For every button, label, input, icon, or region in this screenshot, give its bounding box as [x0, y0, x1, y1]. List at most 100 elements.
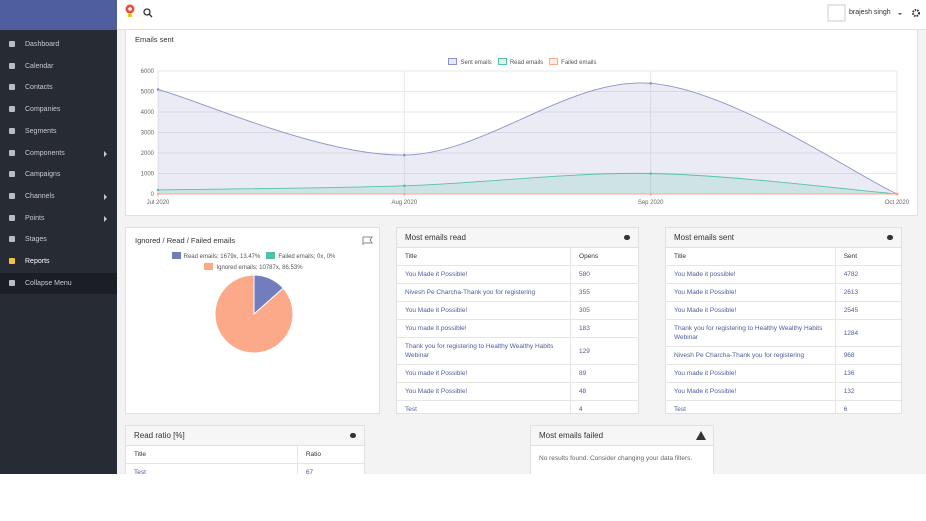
column-header: Sent	[834, 248, 901, 266]
email-title[interactable]: You Made it Possible!	[666, 283, 836, 302]
table-row: Test 6	[666, 400, 901, 413]
table-row: You Made it Possible! 305	[397, 301, 638, 320]
point	[156, 188, 160, 192]
y-tick-label: 0	[151, 192, 155, 198]
menu-item[interactable]: Calendar	[0, 56, 117, 77]
legend-swatch	[497, 58, 507, 65]
menu-icon	[9, 214, 15, 221]
menu-item[interactable]: Campaigns	[0, 164, 117, 185]
email-title[interactable]: You made it Possible!	[397, 364, 571, 383]
line	[157, 172, 898, 195]
menu-item[interactable]: Reports	[0, 251, 117, 272]
email-count[interactable]: 132	[834, 382, 901, 401]
panel-header: Read ratio [%]	[126, 426, 364, 446]
email-title[interactable]: You Made it possible!	[666, 265, 836, 284]
email-title[interactable]: Test	[126, 463, 298, 474]
search-icon[interactable]	[143, 8, 151, 16]
email-count[interactable]: 305	[570, 301, 638, 320]
email-count[interactable]: 89	[570, 364, 638, 383]
table-row: You made it Possible! 136	[666, 364, 901, 383]
legend-label: Read emails	[509, 60, 544, 66]
email-title[interactable]: You Made it Possible!	[397, 301, 571, 320]
email-count[interactable]: 355	[570, 283, 638, 302]
panel-title: Most emails failed	[539, 431, 604, 440]
menu-label: Reports	[25, 258, 50, 265]
email-count[interactable]: 2613	[834, 283, 901, 302]
table-header: Title Opens	[397, 248, 638, 266]
email-title[interactable]: Thank you for registering to Healthy Wea…	[397, 337, 571, 365]
menu-item[interactable]: Stages	[0, 229, 117, 250]
email-count[interactable]: 6	[834, 400, 901, 413]
email-title[interactable]: Test	[666, 400, 836, 413]
menu-item[interactable]: Segments	[0, 121, 117, 142]
point	[403, 153, 406, 157]
line-chart: 0 1000 2000 3000 4000 5000 6000 Jul 2020 Aug 202…	[141, 69, 910, 206]
table-row: You Made it Possible! 2545	[666, 301, 901, 320]
email-count[interactable]: 48	[570, 382, 638, 401]
email-count[interactable]: 968	[834, 346, 901, 365]
email-count[interactable]: 4	[570, 400, 638, 413]
menu-icon	[9, 127, 15, 134]
menu-item[interactable]: Companies	[0, 99, 117, 120]
email-count[interactable]: 136	[834, 364, 901, 383]
panel-icon	[624, 235, 630, 240]
email-count[interactable]: 2545	[834, 301, 901, 320]
email-title[interactable]: You Made it Possible!	[666, 301, 836, 320]
menu-icon	[9, 192, 15, 199]
email-title[interactable]: You Made it Possible!	[397, 265, 571, 284]
email-count[interactable]: 183	[570, 319, 638, 338]
legend-item[interactable]: Read emails; 1679x, 13.47%	[171, 252, 261, 260]
settings-icon[interactable]	[912, 9, 920, 17]
menu-item[interactable]: Components	[0, 143, 117, 164]
topbar: brajesh singh	[117, 0, 926, 30]
legend-label: Read emails; 1679x, 13.47%	[183, 254, 261, 260]
panel-title: Read ratio [%]	[134, 431, 185, 440]
email-count[interactable]: 129	[570, 337, 638, 365]
menu-item[interactable]: Contacts	[0, 77, 117, 98]
point	[649, 172, 652, 175]
email-count[interactable]: 1284	[834, 319, 901, 347]
email-title[interactable]: Thank you for registering to Healthy Wea…	[666, 319, 836, 347]
legend-swatch	[171, 252, 181, 259]
email-title[interactable]: Nivesh Pe Charcha-Thank you for register…	[397, 283, 571, 302]
menu-arrow	[104, 150, 107, 157]
menu-item[interactable]: Dashboard	[0, 34, 117, 55]
avatar[interactable]	[827, 4, 846, 22]
email-title[interactable]: You Made it Possible!	[666, 382, 836, 401]
point	[156, 88, 160, 91]
email-count[interactable]: 580	[570, 265, 638, 284]
menu-icon	[9, 236, 15, 243]
panel-title: Ignored / Read / Failed emails	[135, 236, 236, 245]
legend-item[interactable]: Read emails	[497, 58, 544, 66]
legend-item[interactable]: Sent emails	[448, 58, 492, 66]
table-row: Nivesh Pe Charcha-Thank you for register…	[666, 346, 901, 365]
user-name[interactable]: brajesh singh	[849, 9, 891, 16]
menu-item[interactable]: Channels	[0, 186, 117, 207]
email-count[interactable]: 67	[296, 463, 364, 474]
logo-base	[128, 14, 132, 17]
legend-item[interactable]: Ignored emails; 10787x, 86.53%	[204, 263, 303, 271]
email-title[interactable]: Nivesh Pe Charcha-Thank you for register…	[666, 346, 836, 365]
email-count[interactable]: 4782	[834, 265, 901, 284]
legend-item[interactable]: Failed emails; 0x, 0%	[266, 252, 335, 260]
menu-item[interactable]: Collapse Menu	[0, 272, 117, 294]
email-title[interactable]: You Made it Possible!	[397, 382, 571, 401]
most-sent-panel: Most emails sent Title Sent You Made it pos…	[665, 227, 902, 414]
email-title[interactable]: Test	[397, 400, 571, 413]
menu-icon	[9, 149, 15, 156]
table-row: You made it possible! 183	[397, 319, 638, 338]
legend-label: Ignored emails; 10787x, 86.53%	[216, 265, 303, 271]
email-title[interactable]: You made it Possible!	[666, 364, 836, 383]
menu-item[interactable]: Points	[0, 208, 117, 229]
point	[403, 184, 406, 188]
menu-label: Collapse Menu	[25, 279, 72, 287]
y-tick-label: 2000	[141, 151, 155, 157]
point	[895, 192, 899, 196]
panel-title: Most emails read	[405, 233, 466, 242]
app: Dashboard Calendar Contacts Companies Segmen…	[0, 0, 926, 474]
point	[649, 82, 652, 85]
legend-item[interactable]: Failed emails	[549, 58, 597, 66]
table-row: You Made it Possible! 132	[666, 382, 901, 401]
menu-icon	[9, 41, 15, 47]
email-title[interactable]: You made it possible!	[397, 319, 571, 338]
